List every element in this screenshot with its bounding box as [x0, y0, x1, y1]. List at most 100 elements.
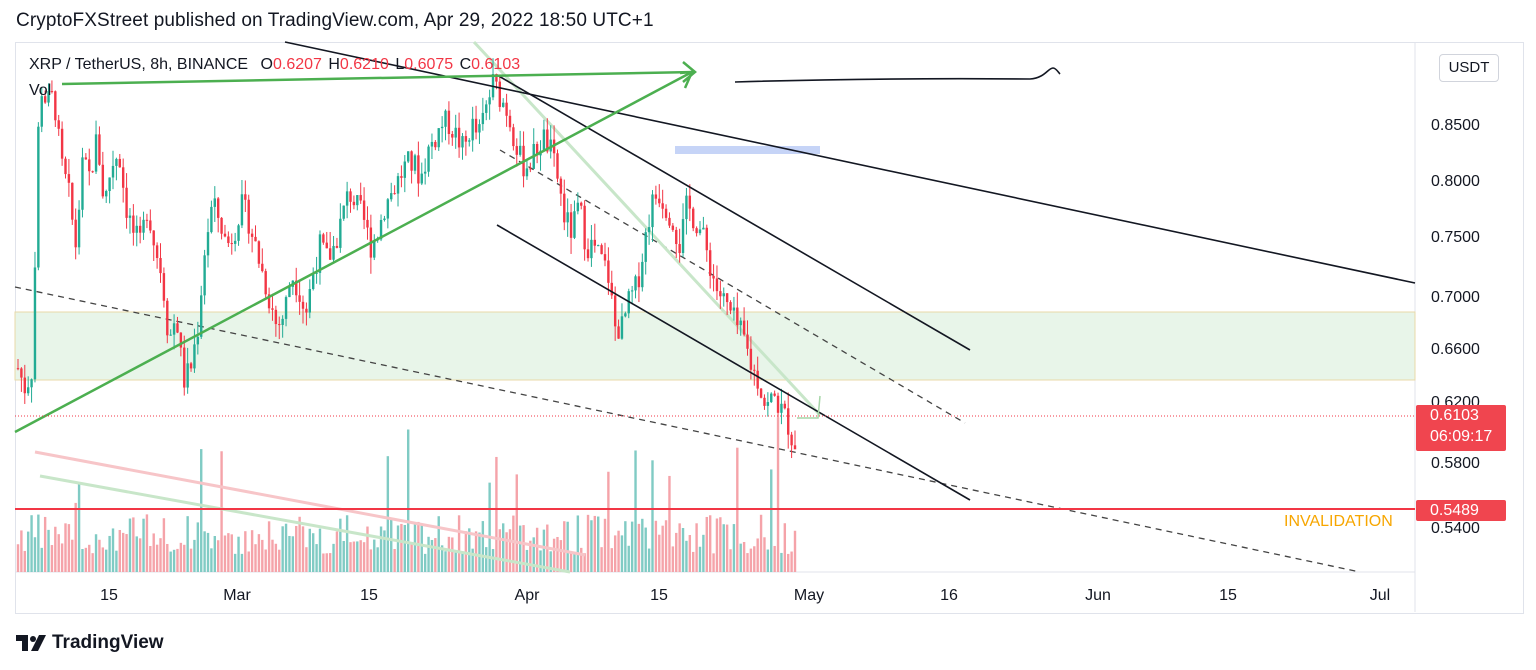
volume-bar [325, 553, 328, 572]
volume-bar [719, 517, 722, 572]
tradingview-logo-icon[interactable] [16, 635, 46, 651]
candle-body [535, 143, 539, 156]
candle-body [284, 297, 288, 319]
candle-body [33, 267, 37, 380]
volume-bar [556, 536, 559, 572]
symbol-label[interactable]: XRP / TetherUS, 8h, BINANCE [29, 56, 249, 73]
volume-bar [128, 518, 132, 572]
volume-bar [756, 538, 759, 572]
volume-bar [54, 526, 57, 572]
tradingview-brand[interactable]: TradingView [52, 632, 164, 653]
candle-body [600, 245, 603, 255]
volume-bar [227, 533, 230, 572]
candle-body [502, 102, 505, 107]
candle-body [271, 308, 274, 310]
currency-button[interactable]: USDT [1439, 54, 1499, 82]
candle-body [166, 300, 169, 336]
candle-body [756, 370, 759, 389]
volume-bar [793, 530, 797, 572]
volume-bar [739, 543, 742, 572]
volume-bar [396, 525, 400, 572]
volume-bar [301, 526, 305, 572]
volume-bar [278, 549, 281, 572]
volume-bar [437, 516, 440, 572]
volume-bar [688, 535, 692, 572]
volume-bar [461, 553, 464, 572]
invalidation-label: INVALIDATION [1284, 513, 1393, 530]
ohlc-legend: XRP / TetherUS, 8h, BINANCE O0.6207 H0.6… [29, 56, 520, 74]
volume-bar [176, 548, 179, 572]
candle-body [189, 363, 193, 369]
candle-body [440, 126, 444, 129]
candle-body [569, 212, 573, 238]
volume-bar [271, 539, 274, 572]
volume-bar [125, 534, 128, 572]
close-label: C [459, 56, 472, 73]
volume-bar [281, 526, 284, 572]
volume-bar [84, 547, 88, 572]
candle-body [220, 217, 223, 234]
volume-bar [206, 532, 210, 572]
volume-bar [444, 551, 447, 572]
candle-body [512, 127, 515, 147]
blue-box-annotation [675, 146, 820, 154]
candle-body [261, 263, 264, 272]
volume-bar [634, 450, 637, 572]
volume-bar [488, 482, 491, 572]
candle-body [759, 388, 763, 398]
volume-bar [515, 474, 518, 572]
volume-bar [535, 527, 539, 572]
volume-bar [244, 531, 247, 572]
candle-body [654, 194, 658, 199]
volume-bar [339, 518, 342, 572]
volume-bar [451, 537, 454, 572]
volume-bar [247, 551, 250, 572]
candle-body [176, 323, 179, 333]
candle-body [617, 326, 620, 339]
volume-bar [590, 520, 593, 572]
candle-body [770, 393, 773, 403]
candle-body [125, 187, 128, 218]
volume-bar [193, 539, 196, 572]
volume-bar [115, 550, 118, 572]
volume-bar [498, 529, 502, 572]
volume-bar [74, 502, 77, 572]
candle-body [311, 273, 315, 290]
candle-body [295, 280, 298, 296]
candle-body [454, 127, 457, 138]
candle-body [447, 110, 451, 135]
price-axis-tick: 0.5400 [1431, 520, 1480, 537]
volume-bar [539, 550, 542, 572]
volume-bar [349, 542, 352, 572]
volume-bar [776, 417, 780, 572]
volume-bar [390, 517, 393, 572]
volume-bar [481, 521, 485, 572]
volume-bar [468, 528, 471, 572]
volume-bar [702, 534, 705, 572]
candle-body [278, 324, 281, 326]
candle-body [644, 232, 647, 262]
volume-bar [580, 547, 583, 572]
volume-bar [613, 535, 617, 572]
last-price-value: 0.6103 [1430, 407, 1479, 424]
candle-body [352, 201, 356, 206]
volume-bar [763, 537, 766, 572]
volume-bar [284, 523, 288, 572]
candle-body [47, 91, 50, 103]
volume-bar [213, 536, 216, 572]
volume-bar [508, 529, 512, 572]
volume-bar [620, 535, 624, 572]
candle-body [787, 408, 790, 435]
candle-body [763, 397, 766, 406]
volume-bar [186, 516, 189, 572]
candle-body [671, 225, 675, 230]
volume-bar [81, 548, 84, 572]
volume-bar [549, 551, 552, 572]
volume-bar [512, 515, 515, 572]
candle-body [325, 242, 328, 249]
volume-bar [379, 526, 383, 572]
candle-body [247, 199, 250, 234]
close-value: 0.6103 [471, 56, 521, 73]
volume-bar [478, 532, 481, 572]
